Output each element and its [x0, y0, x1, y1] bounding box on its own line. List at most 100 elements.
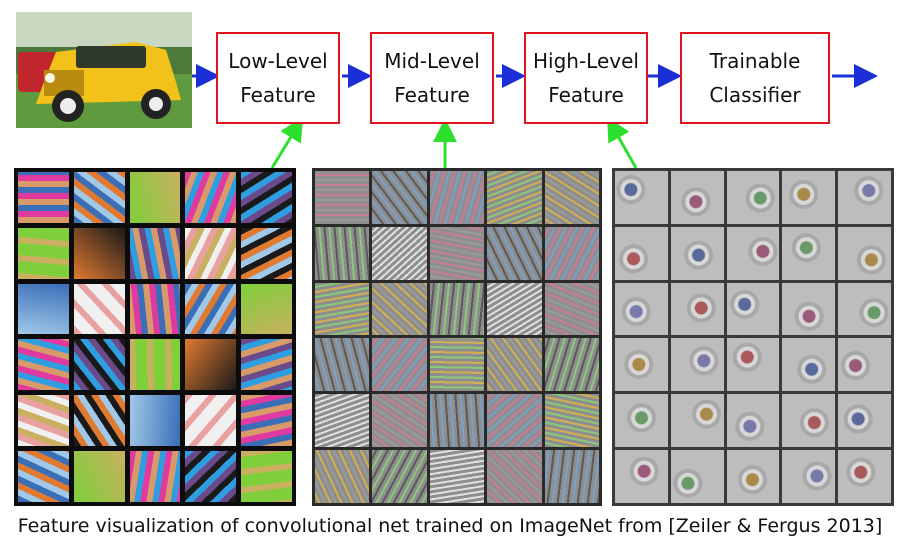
high-level-filter-cell	[670, 338, 724, 392]
low-level-filter-cell	[129, 172, 181, 223]
mid-level-filter-cell	[544, 450, 599, 503]
low-level-filter-cell	[185, 451, 237, 502]
high-level-filter-cell	[782, 338, 836, 392]
low-level-filter-cell	[185, 339, 237, 391]
mid-level-filter-cell	[487, 171, 542, 224]
mid-level-filter-cell	[487, 394, 542, 448]
high-level-filter-cell	[726, 450, 780, 503]
high-level-filter-cell	[782, 171, 836, 224]
stage-high-level: High-Level Feature	[524, 32, 648, 124]
figure-caption: Feature visualization of convolutional n…	[17, 515, 883, 537]
low-level-filter-cell	[18, 283, 69, 335]
low-level-filter-cell	[241, 172, 292, 223]
low-level-filters-panel	[14, 168, 296, 506]
link-arrow-high	[607, 116, 638, 169]
mid-level-filter-cell	[429, 338, 485, 392]
mid-level-filter-cell	[544, 226, 599, 280]
high-level-filter-cell	[726, 282, 780, 336]
high-level-filter-cell	[782, 282, 836, 336]
mid-level-filter-cell	[315, 226, 370, 280]
mid-level-filter-cell	[544, 338, 599, 392]
high-level-filter-cell	[838, 171, 891, 224]
high-level-filter-cell	[670, 450, 724, 503]
high-level-filter-cell	[615, 338, 668, 392]
high-level-filter-cell	[726, 226, 780, 280]
mid-level-filter-cell	[372, 394, 427, 448]
mid-level-filter-cell	[372, 338, 427, 392]
high-level-filter-cell	[615, 394, 668, 448]
low-level-filter-cell	[241, 395, 292, 447]
stage-classifier-label: Trainable Classifier	[709, 49, 801, 107]
low-level-filter-cell	[241, 451, 292, 502]
mid-level-filter-cell	[315, 338, 370, 392]
high-level-filter-cell	[782, 450, 836, 503]
high-level-filter-cell	[615, 171, 668, 224]
mid-level-filter-cell	[315, 171, 370, 224]
low-level-filter-cell	[185, 227, 237, 279]
mid-level-filter-cell	[544, 394, 599, 448]
low-level-filter-cell	[73, 339, 125, 391]
high-level-filters-panel	[612, 168, 894, 506]
mid-level-filter-cell	[429, 394, 485, 448]
mid-level-filter-cell	[544, 171, 599, 224]
low-level-filter-cell	[129, 283, 181, 335]
low-level-filter-cell	[129, 339, 181, 391]
low-level-filter-cell	[185, 283, 237, 335]
stage-low-level: Low-Level Feature	[216, 32, 340, 124]
high-level-filter-cell	[726, 171, 780, 224]
low-level-filter-cell	[18, 451, 69, 502]
mid-level-filter-cell	[372, 171, 427, 224]
low-level-filter-cell	[18, 339, 69, 391]
mid-level-filter-cell	[429, 450, 485, 503]
low-level-filter-cell	[73, 227, 125, 279]
low-level-filter-cell	[73, 283, 125, 335]
high-level-filter-cell	[615, 226, 668, 280]
mid-level-filter-cell	[429, 282, 485, 336]
mid-level-filter-cell	[315, 394, 370, 448]
high-level-filter-cell	[726, 394, 780, 448]
mid-level-filter-cell	[487, 450, 542, 503]
low-level-filter-cell	[185, 172, 237, 223]
low-level-filter-cell	[241, 283, 292, 335]
high-level-filter-cell	[838, 450, 891, 503]
input-car-image	[16, 12, 192, 128]
high-level-filter-cell	[670, 394, 724, 448]
car-photo-icon	[16, 12, 192, 128]
high-level-filter-cell	[670, 282, 724, 336]
low-level-filter-cell	[73, 395, 125, 447]
mid-level-filter-cell	[429, 171, 485, 224]
high-level-filter-cell	[838, 338, 891, 392]
high-level-filter-cell	[670, 171, 724, 224]
stage-mid-level: Mid-Level Feature	[370, 32, 494, 124]
mid-level-filter-cell	[487, 282, 542, 336]
stage-low-level-label: Low-Level Feature	[228, 49, 328, 107]
link-arrow-low	[270, 116, 304, 169]
mid-level-filter-cell	[544, 282, 599, 336]
high-level-filter-cell	[615, 282, 668, 336]
mid-level-filter-cell	[315, 282, 370, 336]
high-level-filter-cell	[838, 282, 891, 336]
stage-high-level-label: High-Level Feature	[533, 49, 639, 107]
mid-level-filter-cell	[487, 338, 542, 392]
high-level-filter-cell	[782, 394, 836, 448]
mid-level-filter-cell	[372, 450, 427, 503]
low-level-filter-cell	[241, 339, 292, 391]
mid-level-filter-cell	[487, 226, 542, 280]
low-level-filter-cell	[185, 395, 237, 447]
low-level-filter-cell	[73, 172, 125, 223]
high-level-filter-cell	[838, 394, 891, 448]
stage-classifier: Trainable Classifier	[680, 32, 830, 124]
low-level-filter-cell	[18, 227, 69, 279]
high-level-filter-cell	[838, 226, 891, 280]
low-level-filter-cell	[129, 227, 181, 279]
low-level-filter-cell	[18, 395, 69, 447]
mid-level-filters-panel	[312, 168, 602, 506]
high-level-filter-cell	[782, 226, 836, 280]
mid-level-filter-cell	[315, 450, 370, 503]
high-level-filter-cell	[726, 338, 780, 392]
high-level-filter-cell	[670, 226, 724, 280]
mid-level-filter-cell	[372, 282, 427, 336]
low-level-filter-cell	[18, 172, 69, 223]
stage-mid-level-label: Mid-Level Feature	[384, 49, 480, 107]
low-level-filter-cell	[129, 395, 181, 447]
